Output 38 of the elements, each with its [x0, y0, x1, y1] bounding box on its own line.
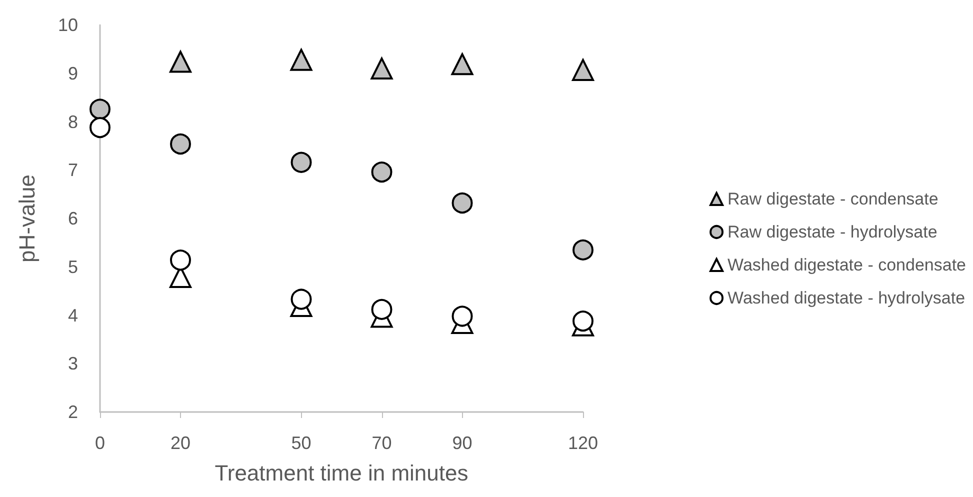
x-axis-title: Treatment time in minutes — [214, 460, 468, 486]
y-tick-label: 4 — [68, 305, 78, 326]
point — [370, 58, 393, 80]
point — [451, 53, 474, 76]
y-tick-label: 2 — [68, 402, 78, 422]
y-tick-label: 6 — [68, 208, 78, 228]
x-tick-label: 70 — [372, 433, 392, 453]
y-tick-label: 5 — [68, 256, 78, 277]
x-tick-label: 20 — [170, 433, 191, 453]
y-tick-label: 9 — [68, 63, 78, 84]
point — [90, 98, 110, 120]
legend-label: Washed digestate - condensate — [728, 256, 966, 274]
point — [170, 50, 192, 73]
point — [572, 239, 594, 260]
point — [170, 134, 191, 154]
point — [572, 58, 594, 81]
x-tick-label: 120 — [568, 433, 598, 453]
point — [290, 288, 312, 310]
y-tick-label: 3 — [68, 354, 78, 374]
point — [90, 117, 110, 138]
y-tick-label: 8 — [68, 112, 78, 132]
x-tick-label: 0 — [94, 433, 106, 453]
legend-label: Washed digestate - hydrolysate — [728, 288, 966, 308]
point — [452, 306, 473, 327]
point — [290, 152, 312, 173]
point — [371, 298, 392, 320]
y-tick-label: 7 — [68, 160, 78, 180]
legend-label: Raw digestate - hydrolysate — [728, 222, 938, 242]
point — [452, 192, 473, 214]
y-axis-title: pH-value — [14, 174, 40, 263]
point — [371, 162, 392, 183]
point — [290, 48, 312, 71]
x-tick-label: 90 — [452, 433, 472, 453]
legend-label: Raw digestate - condensate — [728, 190, 938, 208]
point — [170, 250, 191, 271]
point — [572, 310, 594, 332]
x-tick-label: 50 — [291, 433, 312, 453]
y-tick-label: 10 — [58, 15, 78, 35]
